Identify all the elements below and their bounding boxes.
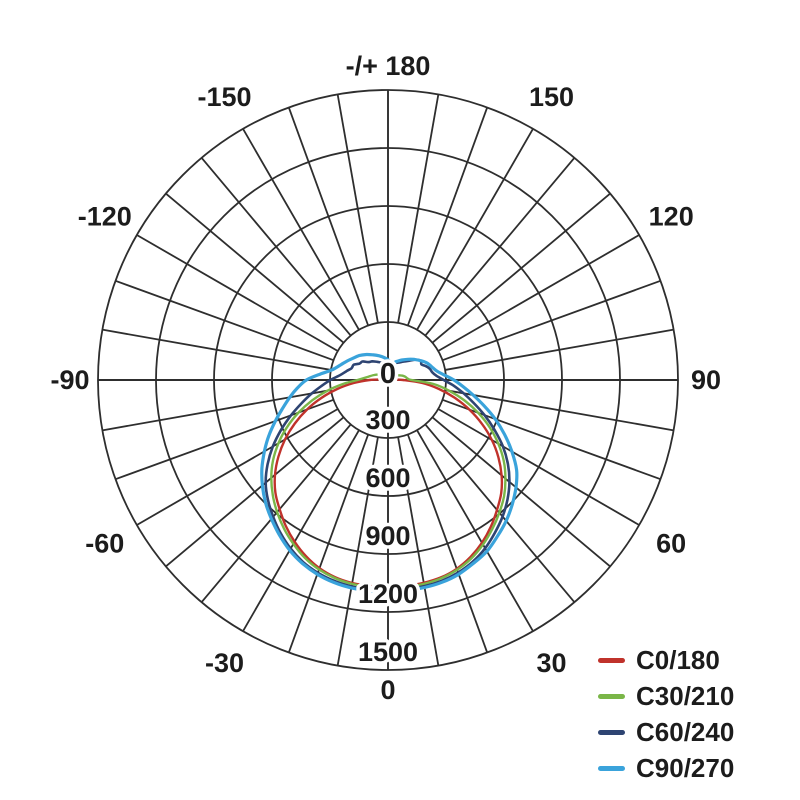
- legend-swatch-c0-180: [598, 657, 625, 663]
- grid-spoke: [437, 408, 640, 526]
- grid-spoke: [336, 94, 379, 324]
- grid-spoke: [200, 157, 352, 337]
- radial-label-1200: 1200: [358, 579, 418, 609]
- angle-label--120: -120: [78, 202, 132, 232]
- radial-label-300: 300: [365, 405, 410, 435]
- series-curve-c0-180: [273, 375, 504, 588]
- grid-spoke: [442, 398, 661, 481]
- grid-spoke: [406, 434, 489, 653]
- angle-label-150: 150: [529, 82, 574, 112]
- grid-spoke: [397, 436, 440, 666]
- grid-spoke: [165, 192, 345, 344]
- grid-spoke: [287, 434, 370, 653]
- grid-spoke: [444, 328, 674, 371]
- legend-label-c0-180: C0/180: [636, 644, 720, 675]
- radial-label-900: 900: [365, 521, 410, 551]
- grid-spoke: [200, 423, 352, 603]
- angle-label--60: -60: [85, 529, 124, 559]
- angle-label-90: 90: [691, 365, 721, 395]
- grid-spoke: [397, 94, 440, 324]
- legend-swatch-c60-240: [598, 729, 625, 735]
- legend-swatch-c30-210: [598, 693, 625, 699]
- angle-label-0: 0: [380, 675, 395, 705]
- legend-label-c60-240: C60/240: [636, 716, 735, 747]
- grid-spoke: [136, 234, 339, 352]
- grid-spoke: [431, 416, 611, 568]
- legend-item: C60/240: [598, 714, 734, 750]
- chart-legend: C0/180 C30/210 C60/240 C90/270: [598, 642, 734, 786]
- angle-label--30: -30: [205, 648, 244, 678]
- grid-spoke: [444, 389, 674, 432]
- grid-spoke: [287, 107, 370, 326]
- grid-spoke: [406, 107, 489, 326]
- legend-item: C90/270: [598, 750, 734, 786]
- grid-spoke: [416, 128, 534, 331]
- grid-spoke: [242, 429, 360, 632]
- angle-label--+180: -/+ 180: [346, 51, 431, 81]
- grid-spoke: [424, 157, 576, 337]
- legend-label-c90-270: C90/270: [636, 752, 735, 783]
- legend-item: C0/180: [598, 642, 734, 678]
- grid-spoke: [102, 328, 332, 371]
- angle-label-120: 120: [649, 202, 694, 232]
- legend-swatch-c90-270: [598, 765, 625, 771]
- legend-label-c30-210: C30/210: [636, 680, 735, 711]
- grid-spoke: [242, 128, 360, 331]
- radial-label-1500: 1500: [358, 637, 418, 667]
- grid-spoke: [437, 234, 640, 352]
- angle-label-30: 30: [536, 648, 566, 678]
- grid-spoke: [115, 279, 334, 362]
- radial-label-600: 600: [365, 463, 410, 493]
- series-curve-c90-270: [260, 352, 519, 594]
- radial-label-center-0: 0: [380, 358, 396, 390]
- angle-label--150: -150: [197, 82, 251, 112]
- grid-spoke: [431, 192, 611, 344]
- legend-item: C30/210: [598, 678, 734, 714]
- grid-spoke: [136, 408, 339, 526]
- grid-spoke: [165, 416, 345, 568]
- series-curve-c30-210: [270, 371, 507, 590]
- grid-spoke: [442, 279, 661, 362]
- grid-spoke: [336, 436, 379, 666]
- grid-spoke: [416, 429, 534, 632]
- angle-label-60: 60: [656, 529, 686, 559]
- grid-spoke: [102, 389, 332, 432]
- angle-label--90: -90: [50, 365, 89, 395]
